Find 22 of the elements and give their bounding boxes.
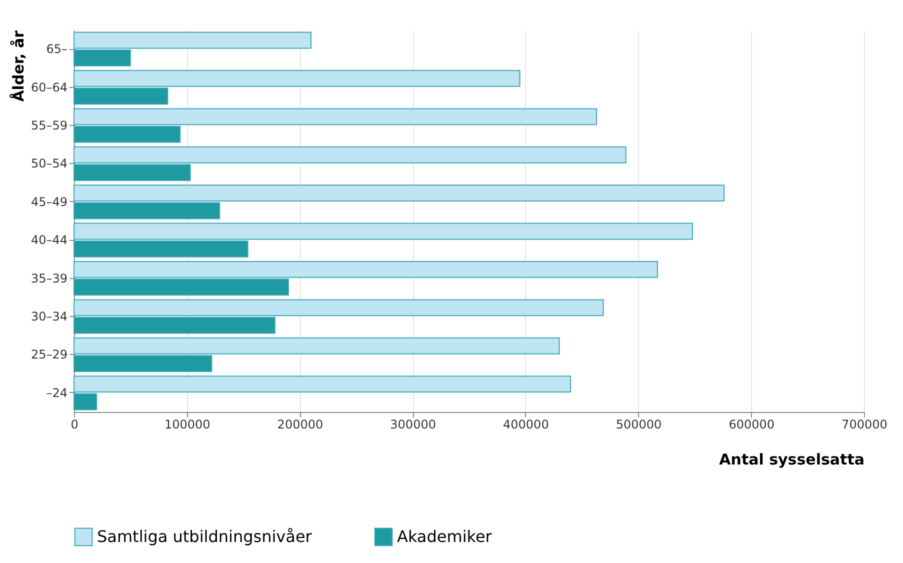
y-tick-label: –24 [46,386,68,400]
x-tick-label: 200000 [277,418,324,432]
y-tick-label: 60–64 [30,80,68,94]
legend-label: Samtliga utbildningsnivåer [97,526,312,546]
x-tick-label: 700000 [842,418,888,432]
x-tick-label: 500000 [616,418,662,432]
legend-label: Akademiker [397,526,492,546]
y-tick-label: 35–39 [30,271,68,286]
y-axis-title: Ålder, år [10,30,28,102]
x-tick-label: 600000 [728,418,775,432]
y-tick-label: 25–29 [30,348,68,362]
y-tick-label: 45–49 [30,194,68,209]
x-axis-title: Antal sysselsatta [719,450,864,468]
x-tick-label: 100000 [164,418,210,432]
y-tick-label: 40–44 [30,233,68,248]
y-tick-label: 30–34 [30,310,68,324]
x-tick-label: 400000 [503,418,549,432]
x-tick-label: 0 [70,418,78,432]
y-tick-label: 65– [46,42,68,56]
y-tick-label: 55–59 [30,118,68,132]
y-tick-label: 50–54 [30,156,68,171]
x-tick-label: 300000 [390,418,436,432]
